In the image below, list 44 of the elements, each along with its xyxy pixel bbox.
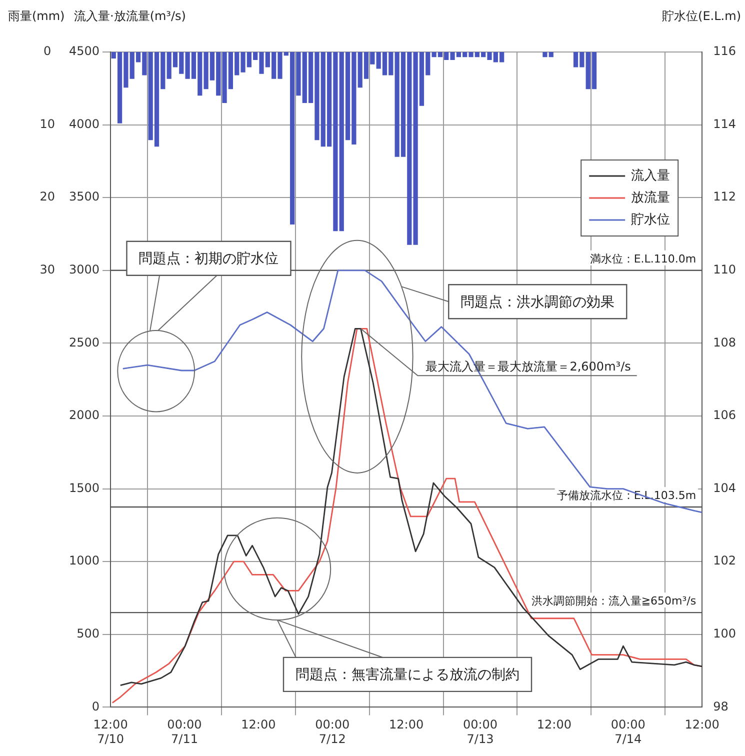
y2-tick-label: 106 [713, 408, 736, 422]
y2-tick-label: 110 [713, 262, 736, 277]
y2-tick-label: 102 [713, 554, 736, 568]
y-tick-label: 2000 [68, 408, 100, 422]
x-tick-label: 12:00 [684, 718, 720, 732]
x-tick-label: 00:00 7/13 [462, 718, 498, 746]
x-tick-label: 00:00 7/11 [167, 718, 202, 746]
x-tick-label: 12:00 [389, 718, 424, 732]
annotation: 問題点：無害流量による放流の制約 [296, 667, 520, 684]
y-tick-label: 2500 [68, 335, 100, 350]
y-axis-title: 流入量·放流量(m³/s) [74, 9, 186, 23]
y3-tick-label: 0 [44, 44, 52, 58]
y2-tick-label: 112 [713, 190, 736, 204]
x-tick-label: 12:00 7/10 [93, 718, 128, 746]
y2-tick-label: 98 [713, 699, 728, 714]
annotation: 問題点：初期の貯水位 [138, 251, 279, 268]
y2-tick-label: 104 [713, 480, 736, 495]
x-tick-label: 00:00 7/14 [610, 718, 646, 746]
y2-axis-title: 貯水位(E.L.m) [662, 9, 741, 23]
y3-tick-label: 20 [40, 190, 56, 204]
y2-tick-label: 114 [713, 116, 736, 131]
legend-label: 貯水位 [631, 212, 670, 228]
y2-tick-label: 108 [713, 335, 736, 350]
y-tick-label: 1000 [68, 554, 100, 568]
x-tick-label: 12:00 [536, 718, 572, 732]
x-tick-label: 00:00 7/12 [315, 718, 350, 746]
y-tick-label: 4000 [68, 116, 100, 131]
x-tick-label: 12:00 [241, 718, 276, 732]
legend-label: 流入量 [631, 167, 670, 184]
legend-label: 放流量 [631, 189, 670, 206]
y-tick-label: 3500 [68, 190, 100, 204]
annotation: 問題点：洪水調節の効果 [460, 294, 615, 310]
y-tick-label: 500 [76, 626, 100, 641]
y3-tick-label: 10 [40, 116, 56, 131]
y-tick-label: 1500 [68, 480, 100, 495]
y-tick-label: 3000 [68, 262, 100, 277]
y-tick-label: 0 [92, 699, 100, 714]
ref-line-label: 洪水調節開始：流入量≧650m³/s [531, 594, 696, 608]
y3-tick-label: 30 [40, 262, 56, 277]
ref-line-label: 満水位：E.L.110.0m [590, 252, 696, 266]
y-tick-label: 4500 [68, 44, 100, 58]
y2-tick-label: 116 [713, 44, 736, 58]
y3-axis-title: 雨量(mm) [8, 9, 65, 23]
y2-tick-label: 100 [713, 626, 736, 641]
